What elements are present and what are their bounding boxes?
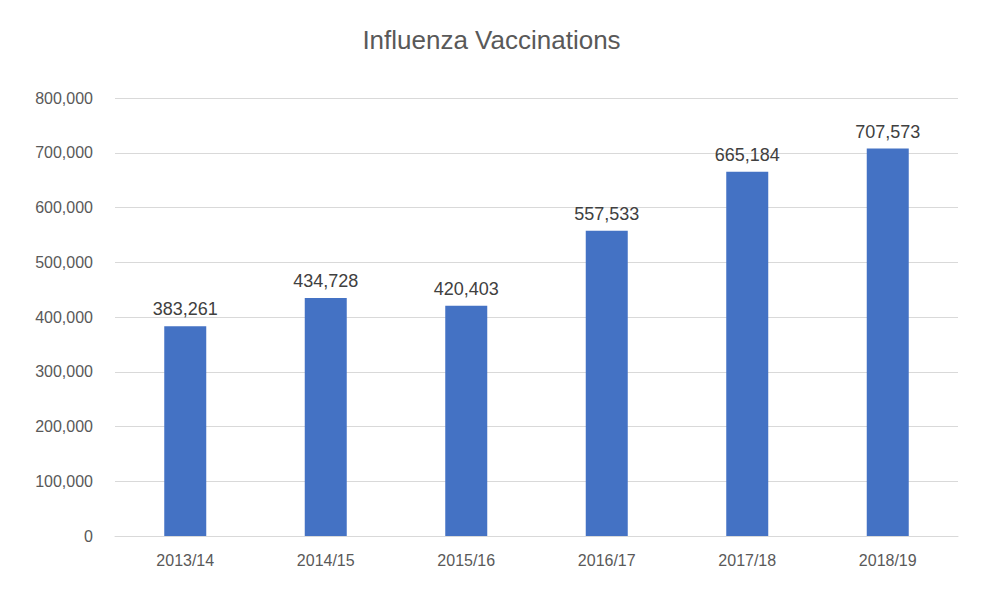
svg-text:500,000: 500,000: [35, 254, 93, 271]
svg-text:665,184: 665,184: [715, 145, 780, 165]
svg-text:420,403: 420,403: [434, 279, 499, 299]
svg-text:600,000: 600,000: [35, 199, 93, 216]
svg-text:Influenza Vaccinations: Influenza Vaccinations: [362, 25, 620, 55]
svg-text:200,000: 200,000: [35, 418, 93, 435]
svg-text:434,728: 434,728: [293, 271, 358, 291]
svg-text:100,000: 100,000: [35, 473, 93, 490]
svg-text:2015/16: 2015/16: [437, 552, 495, 569]
svg-text:0: 0: [84, 528, 93, 545]
svg-text:300,000: 300,000: [35, 363, 93, 380]
svg-text:2013/14: 2013/14: [156, 552, 214, 569]
svg-text:707,573: 707,573: [855, 122, 920, 142]
svg-text:383,261: 383,261: [153, 299, 218, 319]
svg-text:2018/19: 2018/19: [859, 552, 917, 569]
svg-text:2017/18: 2017/18: [718, 552, 776, 569]
svg-text:557,533: 557,533: [574, 204, 639, 224]
svg-text:700,000: 700,000: [35, 144, 93, 161]
svg-text:2016/17: 2016/17: [578, 552, 636, 569]
svg-text:400,000: 400,000: [35, 309, 93, 326]
svg-text:2014/15: 2014/15: [297, 552, 355, 569]
svg-text:800,000: 800,000: [35, 90, 93, 107]
